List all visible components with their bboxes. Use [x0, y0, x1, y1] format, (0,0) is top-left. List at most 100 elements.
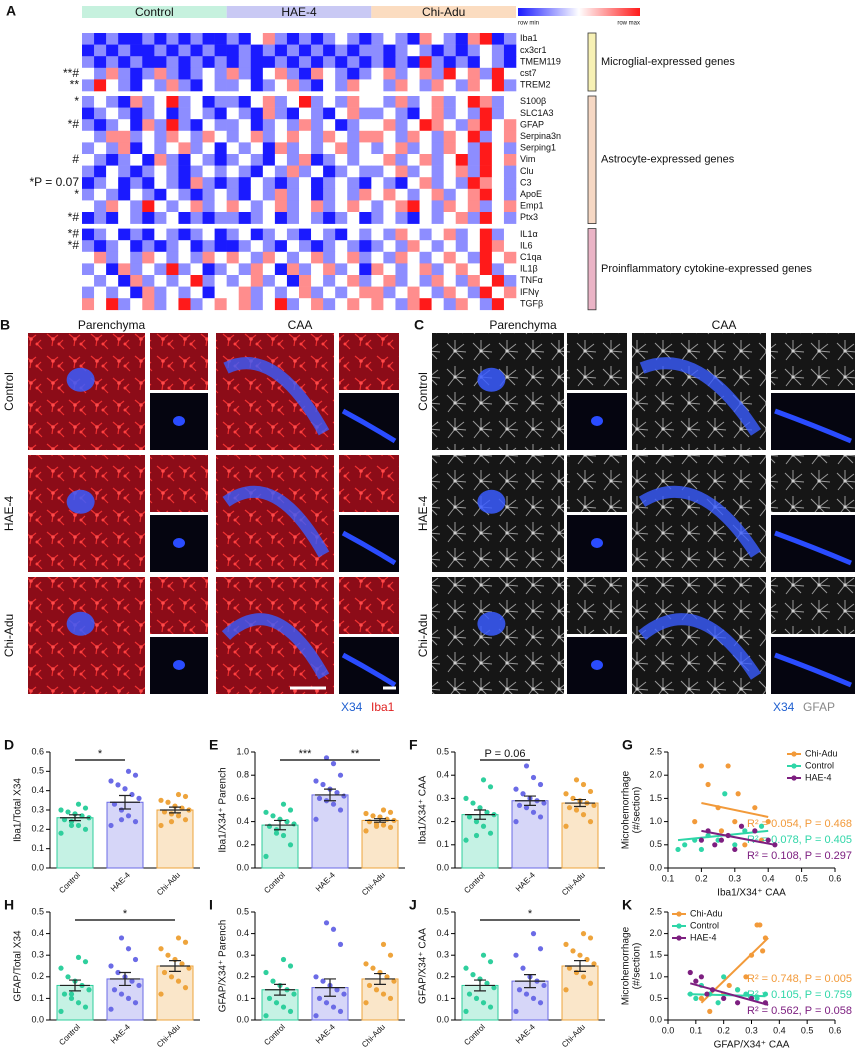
heatmap-cell: [323, 188, 336, 201]
data-point: [61, 817, 68, 823]
x-tick-label: Chi-Adu: [155, 871, 182, 898]
heatmap-cell: [323, 96, 336, 108]
heatmap-cell: [467, 107, 481, 120]
heatmap-cell: [455, 165, 469, 178]
data-point: [82, 805, 89, 811]
heatmap-cell: [359, 96, 372, 108]
heatmap-cell: [142, 286, 155, 299]
heatmap-cell: [371, 44, 384, 57]
heatmap-cell: [82, 251, 95, 264]
plaque: [477, 489, 506, 514]
heatmap-cell: [443, 79, 457, 92]
heatmap-cell: [94, 263, 107, 276]
heatmap-cell: [238, 275, 252, 287]
heatmap-cell: [226, 107, 240, 120]
heatmap-cell: [311, 298, 324, 311]
data-point: [577, 952, 583, 958]
heatmap-cell: [142, 228, 155, 241]
gene-group-label: Microglial-expressed genes: [601, 56, 735, 68]
heatmap-cell: [226, 251, 240, 264]
heatmap-cell: [359, 107, 372, 120]
data-point: [387, 824, 394, 831]
heatmap-cell: [431, 154, 444, 166]
heatmap-cell: [419, 96, 432, 108]
heatmap-cell: [118, 177, 131, 190]
data-point: [291, 821, 297, 827]
heatmap-cell: [371, 165, 384, 178]
heatmap-cell: [383, 56, 396, 69]
heatmap-cell: [82, 96, 95, 108]
heatmap-cell: [359, 275, 372, 287]
data-point: [752, 828, 758, 834]
heatmap-cell: [503, 119, 517, 132]
heatmap-cell: [347, 119, 360, 132]
data-point: [772, 842, 778, 848]
heatmap-cell: [238, 177, 252, 190]
heatmap-cell: [178, 212, 191, 224]
heatmap-cell: [130, 165, 143, 178]
heatmap-cell: [467, 154, 481, 166]
heatmap-cell: [226, 188, 240, 201]
heatmap-cell: [142, 177, 155, 190]
heatmap-cell: [347, 130, 360, 143]
heatmap-cell: [94, 79, 107, 92]
error-bar: [515, 974, 545, 989]
y-tick-label: 0.2: [236, 971, 249, 981]
heatmap-cell: [395, 212, 408, 224]
heatmap-cell: [371, 200, 384, 213]
heatmap-cell: [106, 228, 119, 241]
data-point: [487, 959, 494, 965]
heatmap-cell: [335, 96, 348, 108]
heatmap-cell: [335, 200, 348, 213]
heatmap-cell: [118, 44, 131, 57]
heatmap-cell: [299, 286, 312, 299]
panel-letter: J: [409, 897, 417, 913]
heatmap-cell: [347, 188, 360, 201]
heatmap-cell: [299, 251, 312, 264]
heatmap-cell: [347, 298, 360, 311]
heatmap-cell: [491, 56, 505, 69]
heatmap-cell: [226, 154, 240, 166]
heatmap-cell: [323, 263, 336, 276]
data-point: [580, 812, 587, 818]
heatmap-cell: [299, 130, 312, 143]
data-point: [587, 819, 594, 825]
heatmap-cell: [347, 228, 360, 241]
heatmap-cell: [335, 240, 348, 253]
heatmap-cell: [142, 79, 155, 92]
heatmap-cell: [154, 107, 167, 120]
y-tick-label: 0.1: [236, 993, 249, 1003]
plaque: [66, 489, 95, 514]
heatmap-cell: [214, 251, 227, 264]
heatmap-cell: [286, 212, 300, 224]
data-point: [263, 1013, 269, 1019]
heatmap-cell: [286, 188, 300, 201]
gene-label: Iba1: [520, 33, 538, 43]
heatmap-cell: [130, 177, 143, 190]
data-point: [182, 793, 189, 800]
heatmap-cell: [106, 263, 119, 276]
legend-label: X34: [773, 700, 795, 714]
heatmap-cell: [178, 119, 191, 132]
heatmap-cell: [286, 119, 300, 132]
heatmap-cell: [467, 96, 481, 108]
data-point: [313, 778, 319, 784]
heatmap-cell: [118, 67, 131, 80]
heatmap-cell: [383, 298, 396, 311]
heatmap-cell: [286, 286, 300, 299]
inset-top: [150, 333, 208, 390]
heatmap-cell: [359, 240, 372, 253]
heatmap-cell: [419, 228, 432, 241]
heatmap-cell: [419, 67, 432, 80]
data-point: [75, 1000, 82, 1006]
heatmap-cell: [395, 177, 408, 190]
heatmap-cell: [226, 119, 240, 132]
heatmap-cell: [491, 212, 505, 224]
heatmap-cell: [130, 286, 143, 299]
heatmap-cell: [503, 286, 517, 299]
data-point: [363, 810, 369, 817]
heatmap-cell: [178, 286, 191, 299]
x-tick-label: Control: [262, 870, 287, 895]
heatmap-cell: [455, 200, 469, 213]
heatmap-cell: [286, 165, 300, 178]
